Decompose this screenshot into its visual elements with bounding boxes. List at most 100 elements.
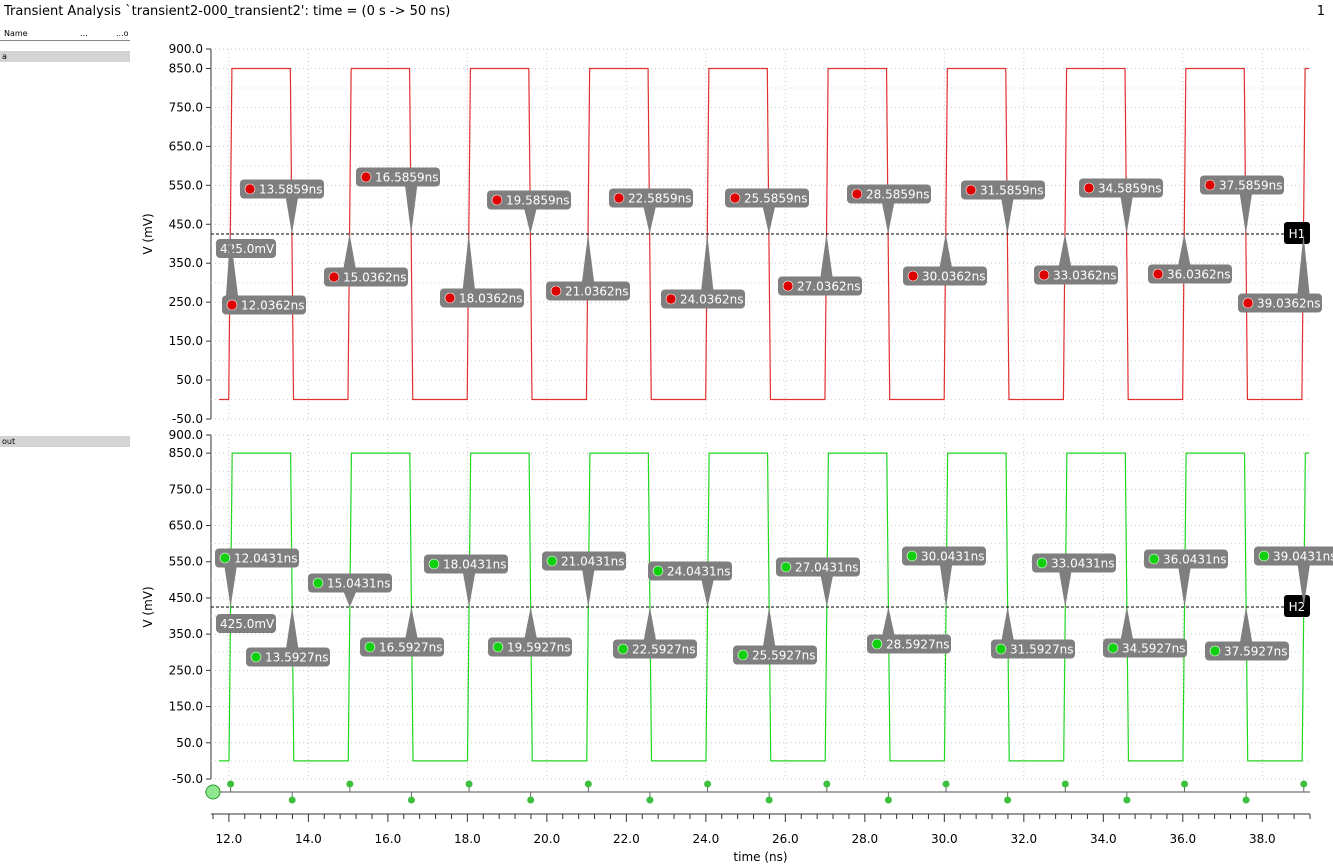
crossing-pointer [1001,199,1014,234]
crossing-dot [617,643,629,655]
crossing-dot [1107,642,1119,654]
column-header-3: ...o [116,29,129,38]
crossing-dot [219,552,231,564]
fall-pin-icon [646,796,654,804]
h-marker-label: H1 [1289,227,1306,241]
crossing-dot [965,184,977,196]
crossing-dot [729,192,741,204]
crossing-label: 36.0431ns [1163,553,1226,567]
x-tick-label: 18.0 [454,832,481,846]
x-tick-label: 30.0 [931,832,958,846]
crossing-label-box [324,267,408,287]
crossing-dot [328,271,340,283]
crossing-label-box [1254,546,1333,566]
crossing-dot [851,188,863,200]
crossing-label: 27.0431ns [795,561,858,575]
crossing-pointer [524,209,537,234]
crossing-dot [871,638,883,650]
crossing-label-box [613,639,697,659]
crossing-label: 24.0362ns [680,293,743,307]
crossing-label: 27.0362ns [797,280,860,294]
crossing-dot [550,285,562,297]
crossing-pointer [343,234,356,268]
crossing-label: 33.0431ns [1051,557,1114,571]
crossing-pointer [405,607,418,638]
crossing-dot [1258,550,1270,562]
crossing-label: 39.0362ns [1257,297,1320,311]
signal-row-out[interactable]: out [0,436,130,447]
y-tick-label: 50.0 [176,373,203,387]
threshold-value-label: 425.0mV [220,617,275,631]
y-tick-label: -50.0 [172,772,203,786]
crossing-pointer [882,203,895,234]
crossing-pointer [1059,572,1072,607]
y-tick-label: -50.0 [172,412,203,426]
rise-pin-icon [704,780,712,788]
x-tick-label: 20.0 [534,832,561,846]
crossing-label: 18.0431ns [443,558,506,572]
crossing-dot [906,550,918,562]
fall-pin-icon [884,796,892,804]
crossing-dot [491,194,503,206]
fall-pin-icon [1123,796,1131,804]
crossing-label-box [546,281,630,301]
fall-pin-icon [1242,796,1250,804]
crossing-label-box [356,167,440,187]
crossing-label-box [1103,638,1187,658]
crossing-dot [782,280,794,292]
crossing-label-box [778,276,862,296]
crossing-label: 30.0431ns [921,550,984,564]
crossing-dot [652,565,664,577]
crossing-label: 22.5859ns [628,192,691,206]
crossing-label-box [991,639,1075,659]
x-tick-label: 14.0 [295,832,322,846]
threshold-value-box [216,614,276,633]
crossing-label: 21.0431ns [561,555,624,569]
crossing-label-box [215,548,299,568]
rise-pin-icon [465,780,473,788]
crossing-label-box [424,554,508,574]
y-tick-label: 650.0 [169,519,203,533]
crossing-label: 30.0362ns [922,270,985,284]
crossing-label: 22.5927ns [632,643,695,657]
crossing-dot [546,555,558,567]
signal-list-header: Name ... ...o [2,29,132,41]
crossing-pointer [701,580,714,607]
crossing-pointer [224,567,237,607]
crossing-dot [1209,645,1221,657]
crossing-label-box [776,557,860,577]
column-header-2: ... [80,29,88,38]
y-tick-label: 850.0 [169,446,203,460]
rise-pin-icon [1181,780,1189,788]
fall-pin-icon [527,796,535,804]
crossing-pointer [940,565,953,607]
crossing-pointer [763,607,776,646]
crossing-label: 16.5927ns [379,641,442,655]
chart-panel-out: 900.0 850.0 750.0 650.0 550.0 450.0 350.0 250.0… [141,428,1333,786]
crossing-dot [1083,182,1095,194]
crossing-dot [613,192,625,204]
crossing-pointer [405,186,418,234]
crossing-label-box [661,289,745,309]
crossing-label: 19.5859ns [506,194,569,208]
crossing-label-box [1205,641,1289,661]
crossing-pointer [939,234,952,267]
crossing-label: 12.0362ns [241,299,304,313]
x-tick-label: 22.0 [613,832,640,846]
crossing-pointer [820,576,833,607]
crossing-dot [995,643,1007,655]
y-tick-label: 450.0 [169,217,203,231]
crossing-dot [1242,297,1254,309]
signal-row-a[interactable]: a [0,51,130,62]
crossing-pointer [343,592,356,607]
crossing-label-box [902,546,986,566]
crossing-label-box [847,184,931,204]
crossing-pointer [1178,568,1191,607]
crossing-pointer [643,207,656,234]
crossing-dot [1204,179,1216,191]
fall-pin-icon [1004,796,1012,804]
rise-pin-icon [346,780,354,788]
crossing-label: 12.0431ns [234,552,297,566]
signal-sidebar: Name ... ...o a out [0,26,132,866]
